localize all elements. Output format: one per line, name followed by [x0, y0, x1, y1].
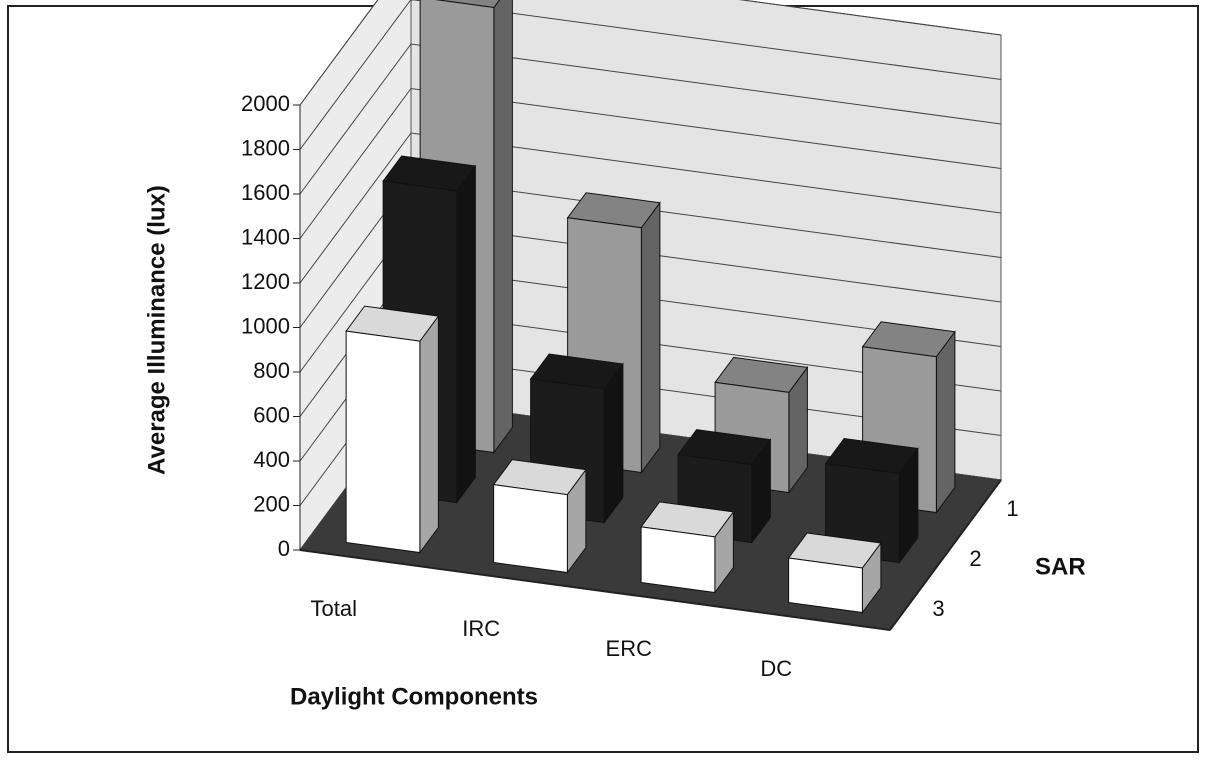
bar — [640, 526, 716, 594]
x-tick-label: DC — [760, 656, 792, 681]
y-tick-label: 1000 — [241, 313, 290, 338]
z-tick-label: 3 — [932, 596, 944, 621]
x-tick-label: ERC — [606, 636, 653, 661]
y-tick-label: 2000 — [241, 91, 290, 116]
grid-line — [299, 132, 1002, 284]
grid-line — [299, 87, 1002, 239]
y-tick-label: 800 — [253, 358, 290, 383]
z-axis-title: SAR — [1035, 553, 1086, 580]
y-tick-label: 0 — [278, 536, 290, 561]
bar — [788, 557, 863, 614]
y-tick-label: 1800 — [241, 135, 290, 160]
x-tick-label: IRC — [462, 616, 500, 641]
y-tick-label: 1600 — [241, 180, 290, 205]
bar — [345, 330, 421, 554]
x-axis-title: Daylight Components — [290, 683, 538, 710]
grid-line — [299, 0, 1002, 150]
bar — [493, 484, 568, 574]
y-axis-title: Average Illuminance (lux) — [143, 185, 170, 475]
bar-side — [935, 330, 956, 515]
x-axis — [299, 549, 891, 631]
y-tick-label: 1200 — [241, 269, 290, 294]
y-tick-label: 200 — [253, 491, 290, 516]
bar-side — [640, 201, 661, 475]
bar-side — [419, 314, 439, 555]
bar-side — [493, 0, 513, 455]
z-tick-label: 1 — [1006, 496, 1018, 521]
grid-line — [299, 43, 1002, 195]
z-axis — [889, 479, 1002, 631]
grid-line — [299, 0, 1002, 106]
y-tick-label: 600 — [253, 402, 290, 427]
y-tick-label: 400 — [253, 447, 290, 472]
z-tick-label: 2 — [969, 546, 981, 571]
bar-side — [603, 362, 624, 525]
x-tick-label: Total — [311, 596, 357, 621]
bar-side — [456, 164, 476, 505]
y-tick-label: 1400 — [241, 224, 290, 249]
